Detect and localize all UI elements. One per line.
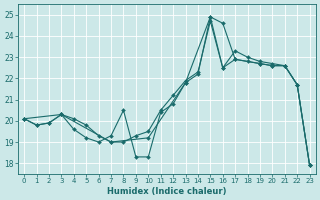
- X-axis label: Humidex (Indice chaleur): Humidex (Indice chaleur): [107, 187, 227, 196]
